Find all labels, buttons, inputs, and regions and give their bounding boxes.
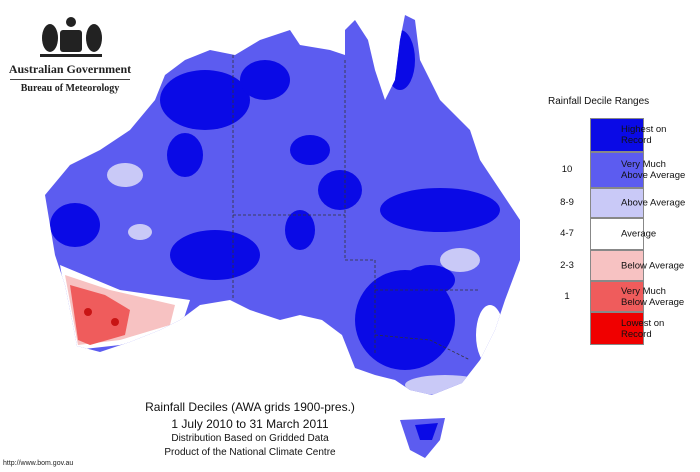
legend-range: 10 [561,164,573,175]
coat-of-arms [40,17,102,57]
legend-range: 8-9 [560,197,574,208]
legend-label: Lowest on Record [621,317,665,340]
legend-swatch [590,281,644,312]
bureau-name: Bureau of Meteorology [20,83,120,94]
caption-line: Rainfall Deciles (AWA grids 1900-pres.) [145,400,355,414]
legend-swatch [590,188,644,218]
caption-line: 1 July 2010 to 31 March 2011 [171,417,329,431]
legend-range: 4-7 [560,228,574,239]
legend-label: Very Much Above Average [621,159,686,181]
mainland [45,15,520,395]
legend-swatch [590,312,644,345]
state-borders [232,55,478,361]
other-areas [60,163,504,395]
legend-label: Above Average [621,197,686,209]
highest-areas [50,30,500,370]
url: http://www.bom.gov.au [3,460,74,467]
legend-range: 2-3 [560,259,574,271]
caption-line: Distribution Based on Gridded Data [171,433,329,444]
tasmania-highest [415,423,438,440]
legend-label: Average [621,228,657,240]
caption-line: Product of the National Climate Centre [164,447,336,458]
header-rule [10,79,130,80]
legend-range: 1 [564,290,570,302]
legend-swatch [590,152,644,188]
legend-title: Rainfall Decile Ranges [548,96,650,107]
legend-label: Below Average [621,260,685,271]
government-name: Australian Government [8,62,132,76]
legend-label: Very Much Below Average [621,285,685,308]
legend-label: Highest on Record [621,124,667,146]
legend-swatch [590,218,644,250]
legend-swatch [590,250,644,281]
legend-swatch [590,118,644,152]
